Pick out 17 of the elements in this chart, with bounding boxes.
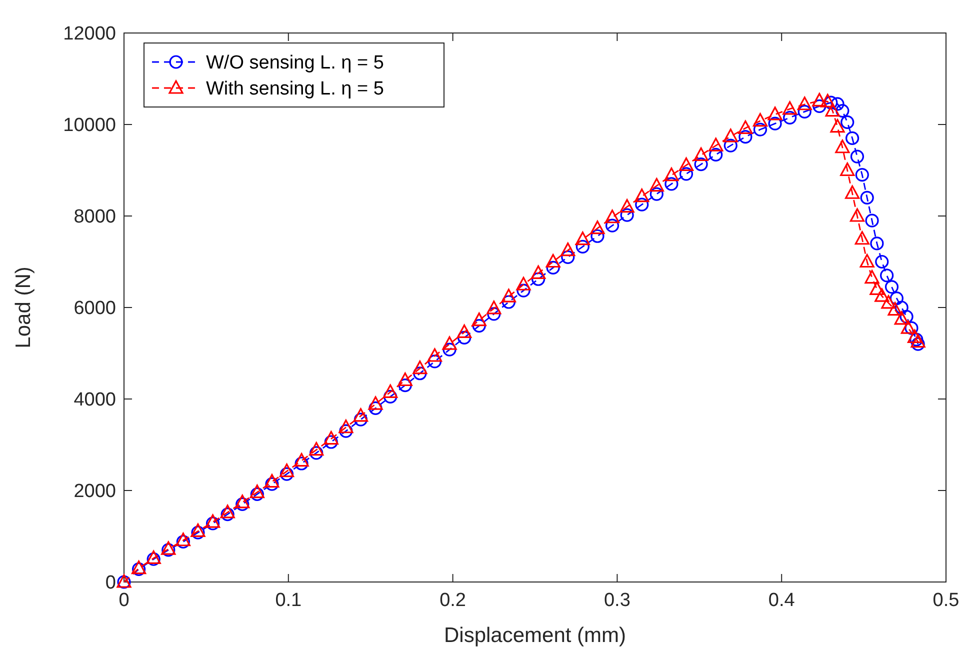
x-tick-label: 0.2 xyxy=(440,590,466,611)
y-tick-label: 12000 xyxy=(63,24,116,45)
x-tick-label: 0.5 xyxy=(932,590,960,611)
legend-label: With sensing L. η = 5 xyxy=(206,78,384,100)
y-axis-title: Load (N) xyxy=(12,266,35,348)
y-tick-label: 4000 xyxy=(74,390,116,411)
y-tick-label: 2000 xyxy=(74,481,116,502)
legend-label: W/O sensing L. η = 5 xyxy=(206,52,384,74)
x-tick-label: 0.3 xyxy=(604,590,630,611)
x-axis-title: Displacement (mm) xyxy=(444,624,626,647)
y-tick-label: 8000 xyxy=(74,206,116,228)
x-tick-label: 0.1 xyxy=(275,590,302,611)
x-tick-label: 0 xyxy=(118,590,130,611)
y-tick-label: 10000 xyxy=(63,115,116,136)
x-tick-label: 0.4 xyxy=(768,590,796,611)
y-tick-label: 0 xyxy=(105,572,116,594)
y-tick-label: 6000 xyxy=(74,298,116,320)
